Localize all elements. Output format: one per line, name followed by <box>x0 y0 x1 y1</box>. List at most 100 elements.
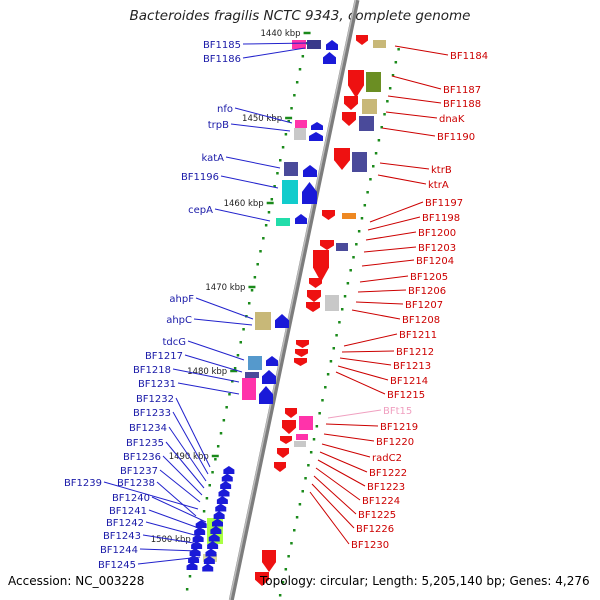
right-gene-label: BF1230 <box>351 540 389 551</box>
gene-arrow-forward <box>205 548 217 557</box>
right-tick-dot <box>386 100 389 103</box>
left-leader-line <box>172 368 240 383</box>
right-gene-label: BF1223 <box>367 482 405 493</box>
gene-arrow-forward <box>262 370 276 384</box>
left-leader-line <box>214 208 271 222</box>
left-tick-dot <box>270 198 274 201</box>
kbp-tick-label: 1490 kbp <box>169 452 209 462</box>
backbone-highlight <box>229 0 357 600</box>
left-leader-line <box>242 42 311 45</box>
left-tick-dot <box>222 419 226 422</box>
left-tick-dot <box>264 224 268 227</box>
left-tick-dot <box>205 497 209 500</box>
left-leader-line <box>151 496 207 523</box>
gene-arrow-forward <box>216 496 228 504</box>
left-leader-line <box>187 340 245 361</box>
left-tick-dot <box>239 341 243 344</box>
kbp-tick-label: 1440 kbp <box>261 29 301 39</box>
left-leader-line <box>184 354 243 373</box>
gene-arrow-reverse <box>274 462 286 472</box>
backbone-line <box>228 0 360 600</box>
left-gene-label: BF1239 <box>64 478 102 489</box>
left-gene-label: BF1233 <box>133 408 171 419</box>
right-gene-label: BF1200 <box>418 228 456 239</box>
gene-arrow-forward <box>220 481 232 489</box>
right-tick-dot <box>301 490 304 493</box>
right-leader-line <box>363 246 417 253</box>
left-leader-line <box>220 175 279 189</box>
right-tick-dot <box>394 61 398 64</box>
left-gene-label: BF1245 <box>98 560 136 571</box>
left-tick-dot <box>231 380 234 383</box>
left-tick-dot <box>273 185 276 188</box>
gene-arrow-forward <box>266 356 278 366</box>
left-tick-dot <box>298 68 302 71</box>
left-gene-label: ahpC <box>166 315 192 326</box>
gene-arrow-forward <box>275 314 289 328</box>
right-leader-line <box>379 162 430 170</box>
left-tick-dot <box>233 367 237 370</box>
left-leader-line <box>177 382 240 395</box>
gene-arrow-reverse <box>348 70 364 98</box>
right-leader-line <box>317 459 366 487</box>
right-gene-label: ktrA <box>428 180 449 191</box>
left-tick-dot <box>284 133 288 136</box>
gene-arrow-forward <box>189 548 201 556</box>
right-tick-dot <box>332 347 336 350</box>
left-gene-label: BF1234 <box>129 423 167 434</box>
left-leader-line <box>142 534 201 545</box>
right-leader-line <box>369 201 424 223</box>
right-gene-block <box>342 213 356 219</box>
left-gene-label: BF1231 <box>138 379 176 390</box>
right-leader-line <box>311 483 355 529</box>
right-tick-dot <box>340 308 344 311</box>
kbp-tick-label: 1450 kbp <box>242 114 282 124</box>
left-tick-dot <box>290 107 293 110</box>
right-leader-line <box>337 365 389 381</box>
right-tick-dot <box>278 594 282 597</box>
left-tick-dot <box>185 588 189 591</box>
gene-arrow-forward <box>207 541 219 549</box>
gene-arrow-reverse <box>307 290 321 302</box>
left-gene-block <box>276 218 290 226</box>
right-leader-line <box>323 433 375 442</box>
right-leader-line <box>313 475 357 515</box>
left-gene-label: BF1232 <box>136 394 174 405</box>
left-gene-label: nfo <box>217 104 233 115</box>
right-tick-dot <box>355 243 358 246</box>
left-gene-block <box>282 180 298 204</box>
right-tick-dot <box>338 321 341 324</box>
right-tick-dot <box>383 113 386 116</box>
gene-arrow-forward <box>302 182 317 204</box>
right-gene-label: radC2 <box>372 453 402 464</box>
right-gene-label: BF1187 <box>443 85 481 96</box>
right-gene-block <box>336 243 348 251</box>
left-leader-line <box>230 123 291 132</box>
left-leader-line <box>137 556 201 565</box>
gene-arrow-reverse <box>309 278 322 288</box>
right-tick-dot <box>295 516 299 519</box>
right-gene-label: ktrB <box>431 165 452 176</box>
left-tick-dot <box>236 354 240 357</box>
left-gene-block <box>307 40 321 49</box>
right-leader-line <box>391 75 442 90</box>
gene-arrow-reverse <box>280 436 292 444</box>
right-tick-dot <box>304 477 307 480</box>
right-gene-label: BF1212 <box>396 347 434 358</box>
right-gene-label: BF1215 <box>387 390 425 401</box>
label-layer: BF1185 BF1186 nfo trpB katA BF1196 cepA ahpF ahp… <box>64 40 488 571</box>
left-gene-label: BF1235 <box>126 438 164 449</box>
right-leader-line <box>327 409 382 419</box>
left-tick-dot <box>253 276 257 279</box>
gene-arrow-reverse <box>322 210 335 220</box>
left-leader-line <box>148 509 205 531</box>
left-tick-dot <box>247 302 251 305</box>
left-tick-dot <box>256 263 259 266</box>
right-gene-block <box>359 116 374 131</box>
right-leader-line <box>381 127 436 137</box>
gene-arrow-forward <box>202 563 214 572</box>
right-tick-dot <box>372 165 375 168</box>
right-tick-dot <box>318 412 321 415</box>
left-gene-label: cepA <box>188 205 213 216</box>
